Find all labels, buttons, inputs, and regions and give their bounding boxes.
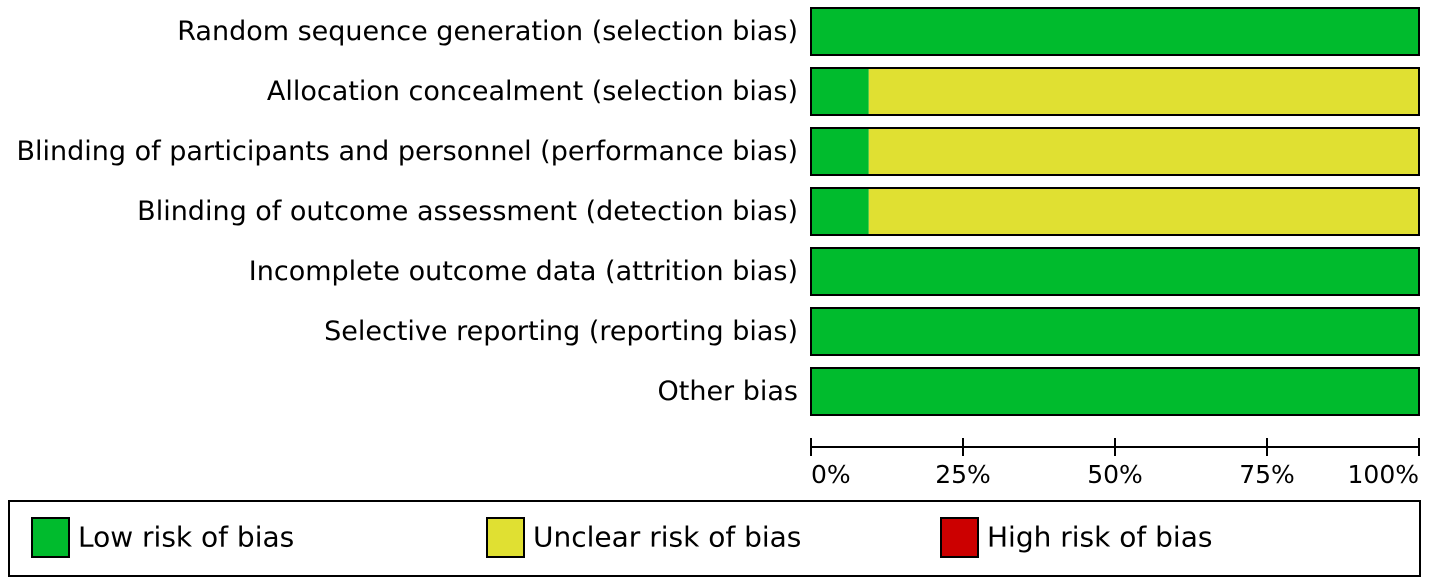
category-label-selective-reporting-reporting-bias: Selective reporting (reporting bias): [324, 316, 798, 347]
bar-segment-low-risk-of-bias-3: [811, 128, 869, 175]
bar-outline-3: [810, 127, 1420, 176]
legend: Low risk of bias Unclear risk of bias High…: [8, 500, 1421, 577]
bar-segment-low-risk-of-bias-1: [811, 8, 1419, 55]
bar-outline-2: [810, 67, 1420, 116]
category-label-allocation-concealment-selection-bias: Allocation concealment (selection bias): [267, 76, 798, 107]
category-label-random-sequence-generation-selection-bias: Random sequence generation (selection bi…: [177, 16, 798, 47]
bar-segment-low-risk-of-bias-4: [811, 188, 869, 235]
legend-swatch-low-risk-of-bias: [31, 517, 70, 558]
bar-outline-7: [810, 367, 1420, 416]
bar-outline-1: [810, 7, 1420, 56]
x-tick-label-75: 75%: [1239, 460, 1295, 489]
bar-outline-4: [810, 187, 1420, 236]
legend-label-unclear-risk-of-bias: Unclear risk of bias: [533, 521, 801, 554]
x-tick-label-100: 100%: [1348, 460, 1419, 489]
bar-segment-unclear-risk-of-bias-3: [868, 128, 1419, 175]
bar-segment-unclear-risk-of-bias-2: [868, 68, 1419, 115]
bar-segment-low-risk-of-bias-6: [811, 308, 1419, 355]
category-label-incomplete-outcome-data-attrition-bias: Incomplete outcome data (attrition bias): [249, 256, 798, 287]
bar-outline-5: [810, 247, 1420, 296]
category-label-other-bias: Other bias: [658, 376, 799, 407]
bar-segment-low-risk-of-bias-7: [811, 368, 1419, 415]
legend-label-high-risk-of-bias: High risk of bias: [987, 521, 1212, 554]
category-label-blinding-of-outcome-assessment-detection-bias: Blinding of outcome assessment (detectio…: [137, 196, 798, 227]
bar-segment-unclear-risk-of-bias-4: [868, 188, 1419, 235]
legend-label-low-risk-of-bias: Low risk of bias: [78, 521, 294, 554]
legend-box: [8, 500, 1421, 577]
legend-swatch-high-risk-of-bias: [940, 517, 979, 558]
bar-segment-low-risk-of-bias-5: [811, 248, 1419, 295]
bars-layer: [810, 7, 1420, 416]
x-tick-label-50: 50%: [1087, 460, 1143, 489]
legend-swatch-unclear-risk-of-bias: [486, 517, 525, 558]
category-labels: Random sequence generation (selection bi…: [16, 16, 798, 407]
bar-segment-low-risk-of-bias-2: [811, 68, 869, 115]
category-label-blinding-of-participants-and-personnel-performance-bias: Blinding of participants and personnel (…: [16, 136, 798, 167]
bar-outline-6: [810, 307, 1420, 356]
x-axis: 0% 25% 50% 75% 100%: [810, 438, 1420, 489]
x-tick-label-0: 0%: [811, 460, 851, 489]
x-tick-label-25: 25%: [935, 460, 991, 489]
